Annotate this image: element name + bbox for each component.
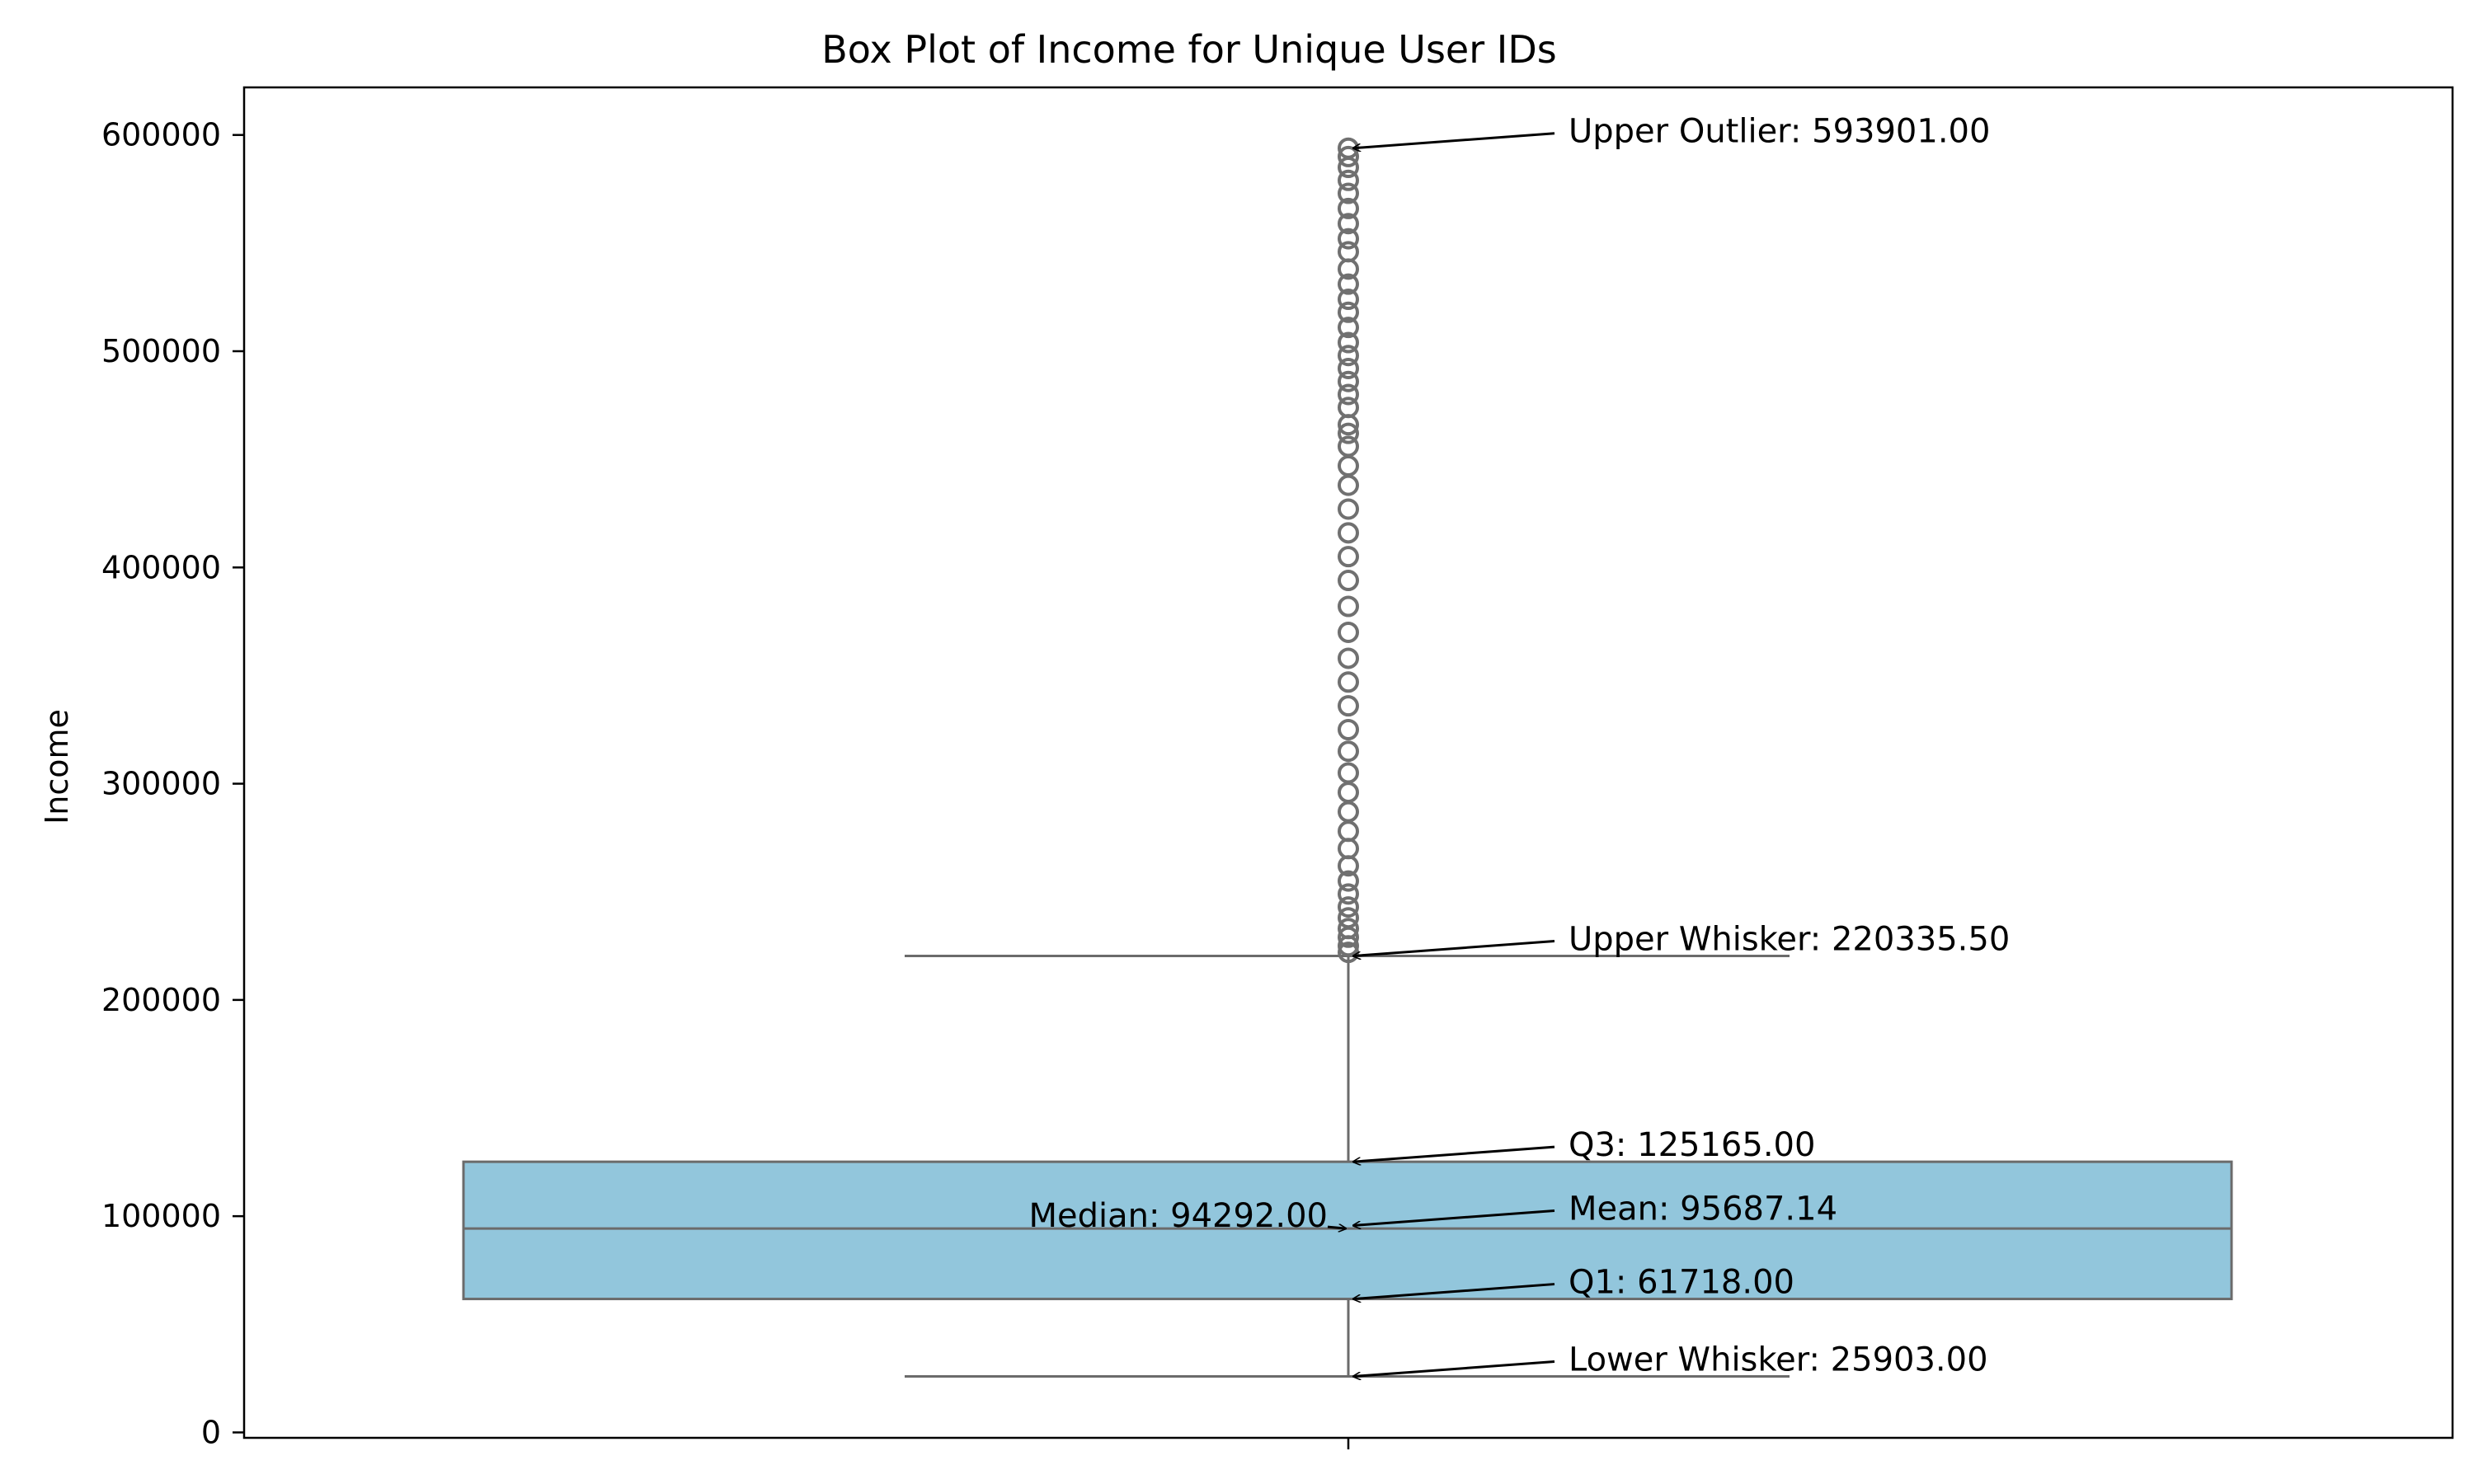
outlier-point xyxy=(1338,647,1359,669)
y-tick-label: 0 xyxy=(201,1414,221,1450)
outlier-point xyxy=(1338,782,1359,804)
outlier-point xyxy=(1338,357,1359,379)
outlier-point xyxy=(1338,317,1359,339)
outlier-point xyxy=(1338,883,1359,905)
iqr-box xyxy=(462,1160,2233,1301)
y-tick-label: 200000 xyxy=(101,982,221,1018)
y-tick-label: 100000 xyxy=(101,1198,221,1234)
outlier-point xyxy=(1338,370,1359,392)
outlier-point xyxy=(1338,145,1359,167)
outlier-point xyxy=(1338,228,1359,250)
outlier-point xyxy=(1338,896,1359,918)
annotation-label: Mean: 95687.14 xyxy=(1569,1190,1837,1228)
chart-title: Box Plot of Income for Unique User IDs xyxy=(821,27,1556,72)
annotation-label: Q1: 61718.00 xyxy=(1569,1264,1794,1302)
outlier-point xyxy=(1338,197,1359,219)
plot-area xyxy=(462,137,2233,1378)
outlier-point xyxy=(1338,345,1359,367)
outlier-point xyxy=(1338,241,1359,263)
outlier-point xyxy=(1338,671,1359,693)
y-tick-label: 400000 xyxy=(101,549,221,585)
outlier-point xyxy=(1338,801,1359,823)
outlier-point xyxy=(1338,762,1359,784)
outlier-point xyxy=(1338,169,1359,191)
outlier-point xyxy=(1338,907,1359,929)
annotations: Upper Outlier: 593901.00 Upper Whisker: 2… xyxy=(1028,113,2010,1379)
y-axis-label: Income xyxy=(39,709,75,824)
outlier-point xyxy=(1338,331,1359,354)
outlier-point xyxy=(1338,289,1359,311)
outlier-point xyxy=(1338,383,1359,406)
outlier-point xyxy=(1338,570,1359,592)
outlier-point xyxy=(1338,455,1359,477)
outlier-point xyxy=(1338,182,1359,204)
annotation-label: Upper Whisker: 220335.50 xyxy=(1569,921,2010,959)
outlier-point xyxy=(1338,621,1359,643)
y-tick-label: 300000 xyxy=(101,766,221,802)
outlier-point xyxy=(1338,397,1359,419)
annotation-arrow xyxy=(1353,940,1555,956)
annotation-arrow xyxy=(1353,132,1555,148)
annotation-arrow xyxy=(1327,1227,1346,1228)
outlier-point xyxy=(1338,522,1359,544)
outlier-point xyxy=(1338,740,1359,763)
outlier-point xyxy=(1338,719,1359,741)
outlier-point xyxy=(1338,918,1359,940)
annotation-label: Upper Outlier: 593901.00 xyxy=(1569,113,1990,151)
y-tick-label: 500000 xyxy=(101,333,221,369)
outlier-point xyxy=(1338,546,1359,568)
outlier-point xyxy=(1338,498,1359,520)
annotation-label: Q3: 125165.00 xyxy=(1569,1126,1815,1164)
outlier-point xyxy=(1338,695,1359,717)
annotation-arrow xyxy=(1353,1360,1555,1377)
outlier-point xyxy=(1338,213,1359,235)
y-axis: 0 100000 200000 300000 400000 500000 600000 xyxy=(101,117,244,1450)
annotation-label: Median: 94292.00 xyxy=(1028,1197,1328,1235)
outlier-point xyxy=(1338,273,1359,295)
outlier-point xyxy=(1338,474,1359,496)
outlier-point xyxy=(1338,422,1359,444)
outlier-point xyxy=(1338,820,1359,843)
outlier-point xyxy=(1338,435,1359,458)
y-tick-label: 600000 xyxy=(101,117,221,153)
annotation-label: Lower Whisker: 25903.00 xyxy=(1569,1341,1988,1379)
outlier-point xyxy=(1338,595,1359,618)
outlier-point xyxy=(1338,301,1359,323)
annotation-arrow xyxy=(1353,1283,1555,1299)
outlier-point xyxy=(1338,838,1359,860)
annotation-arrow xyxy=(1353,1145,1555,1162)
annotation-arrow xyxy=(1353,1209,1555,1225)
outlier-point xyxy=(1338,870,1359,892)
